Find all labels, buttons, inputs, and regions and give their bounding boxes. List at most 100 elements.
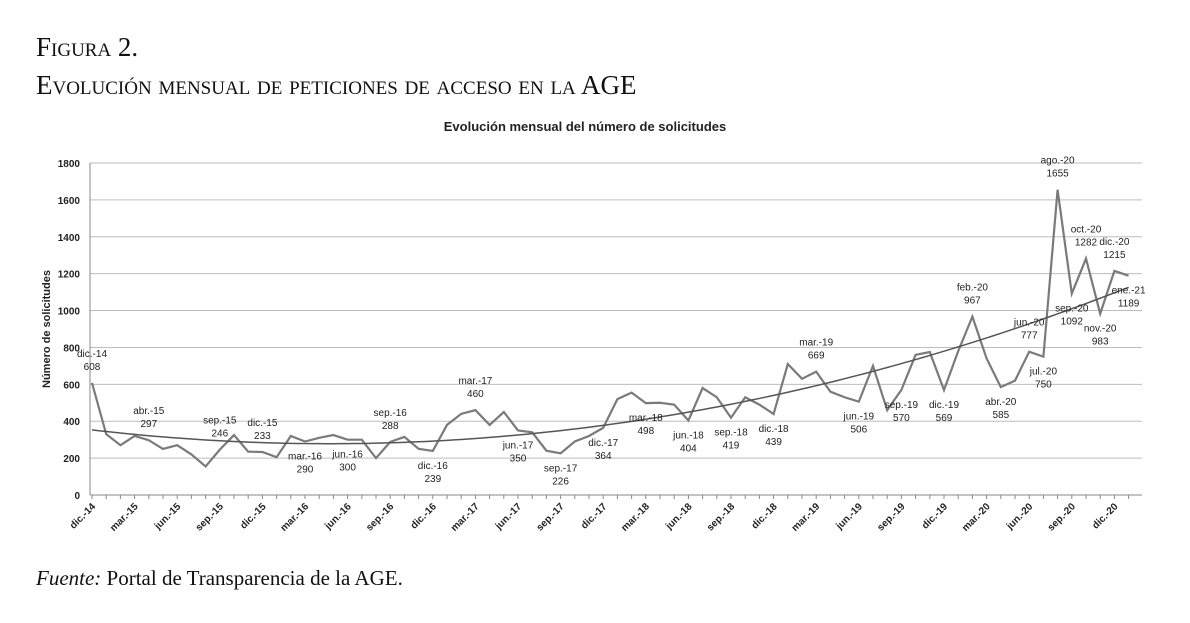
- point-value: 226: [552, 476, 569, 487]
- point-label: sep.-16: [374, 408, 408, 419]
- point-value: 297: [140, 419, 157, 430]
- y-axis-label: Número de solicitudes: [41, 270, 53, 388]
- x-tick-label: dic.-17: [579, 501, 609, 531]
- y-tick-label: 1000: [58, 307, 81, 318]
- point-label: abr.-15: [133, 406, 165, 417]
- point-label: sep.-18: [714, 428, 748, 439]
- point-label: jun.-17: [502, 440, 534, 451]
- point-label: sep.-15: [203, 416, 237, 427]
- point-label: ago.-20: [1041, 156, 1075, 167]
- point-value: 288: [382, 421, 399, 432]
- x-tick-label: sep.-19: [875, 501, 907, 533]
- point-value: 608: [84, 362, 101, 373]
- point-value: 983: [1092, 337, 1109, 348]
- point-value: 570: [893, 413, 910, 424]
- point-value: 364: [595, 451, 612, 462]
- point-value: 1092: [1061, 317, 1084, 328]
- x-tick-label: jun.-17: [493, 501, 525, 533]
- point-value: 290: [297, 465, 314, 476]
- point-value: 460: [467, 389, 484, 400]
- source-label: Fuente:: [36, 566, 102, 590]
- point-label: jun.-16: [331, 450, 363, 461]
- point-value: 1282: [1075, 238, 1098, 249]
- data-line: [90, 189, 1129, 468]
- point-value: 233: [254, 431, 271, 442]
- x-tick-label: dic.-20: [1090, 501, 1120, 531]
- source-text: Portal de Transparencia de la AGE.: [106, 566, 403, 590]
- point-label: dic.-18: [759, 424, 789, 435]
- point-value: 404: [680, 443, 697, 454]
- point-label: dic.-20: [1099, 237, 1129, 248]
- point-value: 239: [424, 474, 441, 485]
- point-label: oct.-20: [1071, 225, 1102, 236]
- point-value: 1189: [1118, 299, 1140, 310]
- point-value: 585: [992, 410, 1009, 421]
- point-value: 1655: [1046, 169, 1069, 180]
- x-tick-label: sep.-16: [364, 501, 396, 533]
- point-value: 750: [1035, 380, 1052, 391]
- x-tick-label: sep.-18: [705, 501, 737, 533]
- point-label: sep.-19: [885, 400, 919, 411]
- x-tick-label: jun.-20: [1004, 501, 1036, 533]
- point-label: dic.-15: [247, 418, 277, 429]
- x-tick-label: dic.-14: [68, 501, 98, 531]
- x-tick-label: dic.-16: [409, 501, 439, 531]
- point-label: sep.-17: [544, 463, 578, 474]
- point-label: sep.-20: [1055, 304, 1089, 315]
- x-tick-label: dic.-15: [238, 501, 268, 531]
- chart-title: Evolución mensual del número de solicitu…: [444, 119, 726, 134]
- x-tick-label: sep.-17: [535, 501, 567, 533]
- point-label: dic.-17: [588, 438, 618, 449]
- point-value: 1215: [1103, 250, 1126, 261]
- point-value: 669: [808, 351, 825, 362]
- figure-label: Figura 2.: [36, 32, 139, 62]
- x-tick-label: mar.-19: [790, 501, 823, 534]
- x-tick-label: sep.-20: [1046, 501, 1078, 533]
- point-label: mar.-19: [799, 338, 833, 349]
- source: Fuente: Portal de Transparencia de la AG…: [36, 566, 403, 591]
- x-tick-label: dic.-19: [920, 501, 950, 531]
- point-label: jun.-19: [843, 412, 875, 423]
- x-tick-label: jun.-15: [152, 501, 184, 533]
- x-tick-label: sep.-15: [194, 501, 226, 533]
- point-label: mar.-17: [458, 376, 492, 387]
- point-label: jun.-20: [1013, 318, 1045, 329]
- point-value: 300: [339, 463, 356, 474]
- point-value: 967: [964, 296, 981, 307]
- x-tick-label: mar.-17: [449, 501, 482, 534]
- y-tick-label: 600: [63, 380, 80, 391]
- x-tick-label: jun.-18: [663, 501, 695, 533]
- x-tick-label: mar.-16: [279, 501, 312, 534]
- y-tick-label: 0: [74, 491, 80, 502]
- y-tick-label: 800: [63, 343, 80, 354]
- x-tick-label: mar.-18: [619, 501, 652, 534]
- point-value: 419: [723, 441, 740, 452]
- point-label: jul.-20: [1029, 367, 1058, 378]
- y-tick-label: 1800: [58, 159, 81, 170]
- point-label: mar.-18: [629, 413, 663, 424]
- point-label: mar.-16: [288, 452, 322, 463]
- y-tick-label: 1600: [58, 196, 81, 207]
- point-value: 498: [637, 426, 654, 437]
- point-label: dic.-16: [418, 461, 448, 472]
- x-tick-label: jun.-19: [834, 501, 866, 533]
- point-label: ene.-21: [1112, 286, 1146, 297]
- point-label: jun.-18: [672, 430, 704, 441]
- point-value: 246: [211, 429, 228, 440]
- point-value: 350: [510, 453, 527, 464]
- y-tick-label: 1400: [58, 233, 81, 244]
- point-label: feb.-20: [957, 283, 989, 294]
- x-tick-label: mar.-20: [960, 501, 993, 534]
- point-value: 439: [765, 437, 782, 448]
- figure-title: Evolución mensual de peticiones de acces…: [36, 70, 637, 100]
- point-label: abr.-20: [985, 397, 1017, 408]
- point-label: dic.-14: [77, 349, 107, 360]
- x-tick-label: jun.-16: [322, 501, 354, 533]
- chart: Evolución mensual del número de solicitu…: [41, 119, 1146, 534]
- y-tick-label: 200: [63, 454, 80, 465]
- x-tick-label: mar.-15: [108, 501, 141, 534]
- point-label: nov.-20: [1084, 324, 1117, 335]
- trend-line: [91, 286, 1129, 445]
- point-label: dic.-19: [929, 400, 959, 411]
